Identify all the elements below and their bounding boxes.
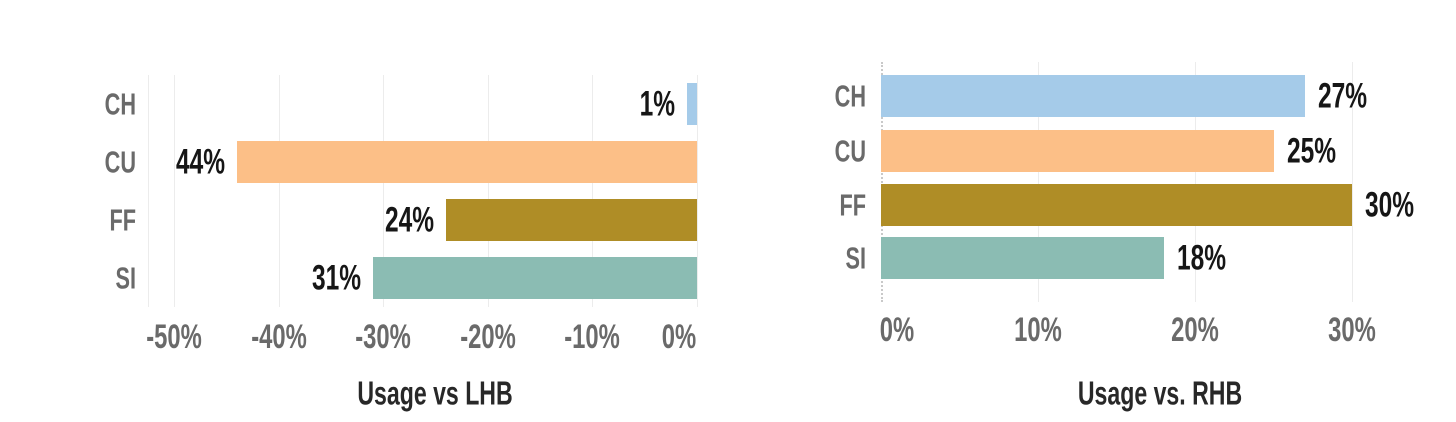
x-tick-label-1: 10% [1014, 311, 1062, 349]
gridline [1352, 62, 1353, 302]
x-tick-label-1: -40% [250, 318, 307, 356]
x-tick-label-5: 0% [661, 318, 697, 356]
gridline [487, 75, 489, 307]
gridline [697, 75, 698, 307]
gridline [383, 75, 385, 307]
category-label-cu: CU [104, 144, 136, 180]
bar-cu [881, 130, 1274, 172]
category-label-si: SI [845, 240, 866, 276]
gridline [278, 75, 280, 307]
bar-ch [686, 83, 697, 125]
bar-ff [446, 199, 697, 241]
x-tick-label-3: -20% [460, 318, 516, 356]
value-label-cu: 25% [1286, 131, 1336, 171]
gridline [174, 75, 176, 307]
category-label-si: SI [115, 260, 136, 296]
bar-ff [881, 184, 1352, 226]
category-label-ff: FF [109, 202, 136, 238]
chart-title-usage-vs-rhb: Usage vs. RHB [1077, 374, 1243, 412]
x-tick-label-3: 30% [1328, 311, 1376, 349]
plot-left-border [148, 75, 149, 307]
value-label-ff: 30% [1365, 185, 1415, 225]
value-label-cu: 44% [175, 142, 225, 182]
category-label-ch: CH [834, 78, 866, 114]
gridline [1195, 62, 1196, 302]
gridline [1038, 62, 1039, 302]
x-tick-label-2: -30% [355, 318, 412, 356]
x-tick-label-2: 20% [1171, 311, 1219, 349]
gridline [592, 75, 594, 307]
value-label-ch: 27% [1317, 76, 1367, 116]
bar-cu [236, 141, 697, 183]
x-tick-label-0: -50% [146, 318, 202, 356]
value-label-si: 18% [1176, 238, 1226, 278]
x-tick-label-4: -10% [564, 318, 621, 356]
x-tick-label-0: 0% [879, 311, 915, 349]
bar-si [881, 237, 1164, 279]
category-label-cu: CU [834, 133, 866, 169]
bar-si [372, 257, 697, 299]
category-label-ff: FF [839, 187, 866, 223]
chart-title-usage-vs-lhb: Usage vs LHB [357, 374, 513, 412]
category-label-ch: CH [104, 86, 136, 122]
value-label-si: 31% [311, 258, 361, 298]
value-label-ch: 1% [639, 84, 675, 124]
bar-ch [881, 75, 1305, 117]
value-label-ff: 24% [384, 200, 435, 240]
zero-baseline [881, 62, 883, 302]
